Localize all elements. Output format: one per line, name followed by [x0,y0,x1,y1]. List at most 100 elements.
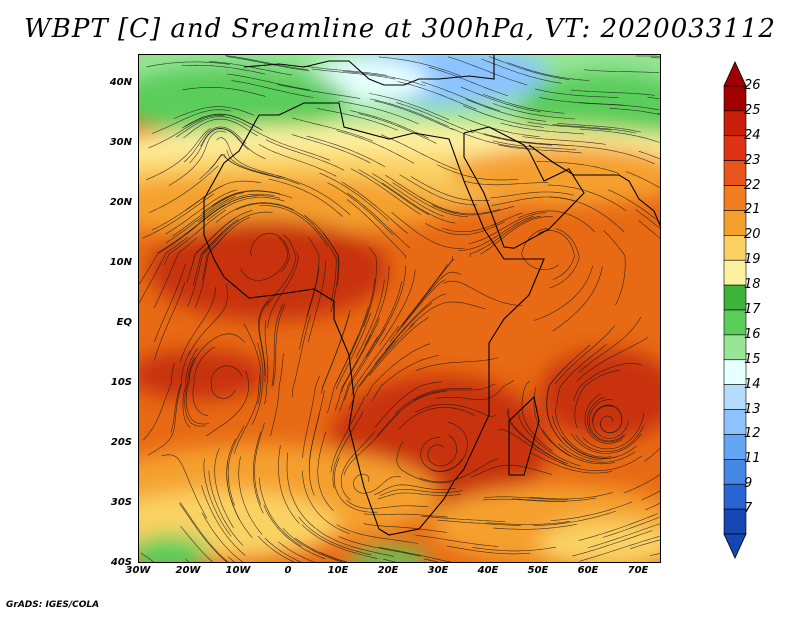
map-panel [138,54,661,563]
streamline [143,363,175,441]
streamline [226,56,310,72]
streamline [240,237,289,281]
streamline [338,536,421,557]
streamline [649,553,660,556]
streamline [358,169,430,216]
streamline [364,266,390,346]
streamline [258,477,302,547]
streamline [550,501,633,521]
streamline [570,433,642,454]
streamline [428,67,509,97]
streamline [587,396,627,443]
streamline [458,115,540,137]
streamline [303,65,388,76]
streamline [552,124,637,134]
streamline [182,87,266,97]
colorbar-label: 7 [744,501,753,517]
colorbar-top-arrow [723,61,747,87]
streamline [573,145,655,165]
streamline [480,216,554,255]
streamline [394,388,473,415]
streamline [271,303,284,387]
streamline [522,136,606,145]
streamline [197,193,275,223]
streamline [482,93,565,114]
streamline [527,121,612,131]
colorbar-label: 22 [744,177,761,193]
streamline [369,98,450,127]
streamline [231,80,314,98]
streamline [349,110,430,139]
lon-tick-label: 10W [225,565,251,576]
colorbar-bottom-arrow [723,533,747,559]
streamline [623,474,660,494]
streamline [557,443,636,463]
streamline [396,263,448,332]
streamline [446,545,531,555]
streamline [200,128,266,160]
coastline [203,102,545,536]
streamline [172,192,244,237]
streamline [206,370,249,437]
streamline [179,286,217,363]
streamline [270,352,284,436]
colorbar-label: 19 [744,252,761,268]
streamline [203,211,273,254]
streamline [243,323,262,405]
streamline [507,62,590,81]
streamline [436,380,515,400]
streamline [645,502,660,511]
streamline [168,130,227,186]
streamline [272,303,286,387]
streamline [295,537,347,562]
wbpt-field [139,55,660,562]
streamline [226,149,300,185]
streamline [258,144,337,177]
streamline [572,530,653,557]
streamline [212,190,293,207]
colorbar [723,61,747,559]
streamline [215,202,294,223]
streamline [638,151,660,160]
streamline [277,84,361,99]
lon-tick-label: 40E [477,565,499,576]
lat-tick-label: 20S [110,437,132,448]
streamline [635,209,660,229]
streamline [374,484,456,495]
streamline [348,278,375,359]
streamline [268,178,343,217]
streamline [536,161,620,174]
streamline [389,279,446,343]
streamline [278,445,300,525]
streamline [562,436,637,459]
streamline [554,325,616,385]
streamline [369,93,449,120]
streamline [579,128,660,143]
grads-credit: GrADS: IGES/COLA [6,600,100,610]
streamline [398,407,475,430]
lon-tick-label: 0 [284,565,292,576]
streamline [533,387,571,457]
streamline [468,212,547,244]
colorbar-swatch [723,483,747,510]
streamline [366,280,402,357]
lon-tick-label: 30E [427,565,449,576]
colorbar-label: 16 [744,326,761,342]
streamline [179,502,229,562]
colorbar-label: 14 [744,376,761,392]
streamline [350,168,422,215]
lat-tick-label: 40S [110,557,132,568]
streamline [327,182,394,236]
streamline [339,336,378,412]
streamline [216,137,284,178]
streamline [192,346,216,417]
streamline [299,267,320,349]
streamline [183,118,258,139]
streamline [346,499,429,509]
streamline [151,185,224,231]
streamline [549,228,580,289]
colorbar-label: 18 [744,277,761,293]
streamline [396,440,452,484]
streamline [181,64,266,75]
streamline [576,337,648,382]
